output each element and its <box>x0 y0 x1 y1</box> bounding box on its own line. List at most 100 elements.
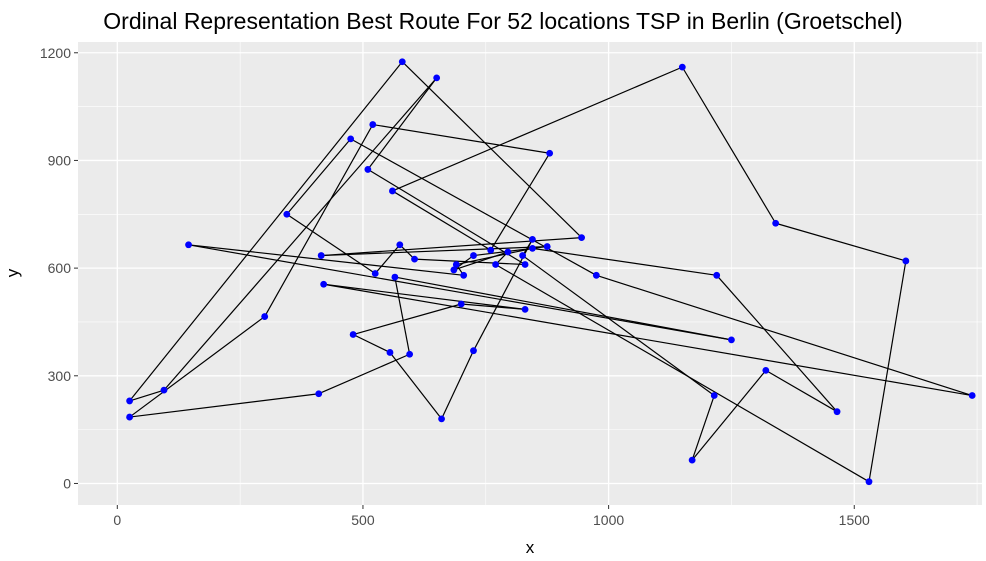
location-point <box>688 456 696 464</box>
location-point <box>470 252 477 259</box>
location-point <box>968 392 976 399</box>
route-segment <box>691 370 767 461</box>
location-point <box>546 149 554 157</box>
route-segment <box>321 245 548 257</box>
route-segment <box>392 190 492 251</box>
route-segment <box>495 264 870 483</box>
location-point <box>369 121 377 128</box>
route-segment <box>188 244 464 276</box>
location-point <box>317 252 325 259</box>
route-segment <box>716 274 838 413</box>
location-point <box>521 261 529 268</box>
y-tick-label: 900 <box>48 152 72 168</box>
location-point <box>592 271 600 279</box>
location-point <box>126 413 133 421</box>
route-segment <box>321 237 582 257</box>
route-segment <box>372 123 550 154</box>
location-point <box>371 270 379 277</box>
y-axis-title: y <box>3 268 22 277</box>
location-point <box>492 261 500 268</box>
route-segment <box>352 333 391 354</box>
route-segment <box>394 276 732 341</box>
location-point <box>865 478 873 486</box>
location-point <box>504 248 512 256</box>
route-segment <box>264 124 374 317</box>
route-segment <box>367 77 438 170</box>
route-segment <box>691 395 715 461</box>
location-point <box>460 271 468 279</box>
y-tick-label: 0 <box>63 475 71 491</box>
route-segment <box>401 61 583 239</box>
plot-panel <box>78 42 982 505</box>
location-point <box>438 415 445 423</box>
route-segment <box>286 213 376 274</box>
y-axis: 0 300 600 900 1200 <box>40 45 78 491</box>
location-point <box>519 252 527 259</box>
location-point <box>452 261 460 268</box>
location-point <box>283 210 291 218</box>
location-point <box>185 241 192 249</box>
route-segment <box>163 77 438 391</box>
location-point <box>398 58 406 66</box>
x-tick-label: 1000 <box>593 512 624 528</box>
location-point <box>578 234 585 242</box>
location-point <box>386 349 394 356</box>
route-segment <box>286 138 352 215</box>
route-segment <box>188 244 732 341</box>
location-point <box>529 236 536 243</box>
location-point <box>411 255 418 263</box>
route-segment <box>374 244 401 274</box>
location-point <box>470 347 477 355</box>
location-point <box>364 166 372 173</box>
route-segment <box>323 283 973 397</box>
location-point <box>762 367 770 374</box>
location-point <box>433 74 441 82</box>
y-tick-label: 300 <box>48 368 72 384</box>
route-segment <box>681 66 777 224</box>
location-point <box>315 390 323 398</box>
minor-grid <box>78 42 982 505</box>
location-point <box>487 246 495 254</box>
x-tick-label: 500 <box>351 512 375 528</box>
route-segment <box>765 369 838 413</box>
y-tick-label: 600 <box>48 260 72 276</box>
route-segment <box>522 255 715 397</box>
x-tick-label: 1500 <box>839 512 870 528</box>
location-point <box>320 280 328 288</box>
major-grid <box>78 42 982 505</box>
x-axis: 0 500 1000 1500 <box>113 505 870 528</box>
y-tick-label: 1200 <box>40 45 71 61</box>
location-point <box>396 241 404 249</box>
location-point <box>678 63 686 71</box>
route-segment <box>414 258 526 266</box>
x-tick-label: 0 <box>113 512 121 528</box>
location-point <box>713 271 721 279</box>
location-point <box>450 266 458 274</box>
route-segment <box>394 276 411 355</box>
location-point <box>521 305 529 313</box>
route-segment <box>775 222 907 262</box>
location-point <box>529 244 536 252</box>
route-lines <box>129 61 973 483</box>
location-point <box>349 331 357 338</box>
location-point <box>772 219 780 227</box>
location-point <box>261 313 269 320</box>
route-segment <box>490 152 551 251</box>
route-segment <box>350 138 597 276</box>
route-segment <box>323 283 526 310</box>
route-segment <box>453 251 509 271</box>
route-segment <box>352 303 462 336</box>
location-point <box>902 257 910 265</box>
location-point <box>391 273 399 281</box>
location-point <box>728 336 735 344</box>
route-segment <box>389 352 443 420</box>
location-point <box>543 243 551 250</box>
location-point <box>126 397 133 405</box>
route-segment <box>129 389 165 402</box>
location-point <box>406 350 414 358</box>
location-point <box>710 392 718 399</box>
route-segment <box>868 260 907 482</box>
location-point <box>389 187 396 195</box>
route-segment <box>532 247 717 276</box>
